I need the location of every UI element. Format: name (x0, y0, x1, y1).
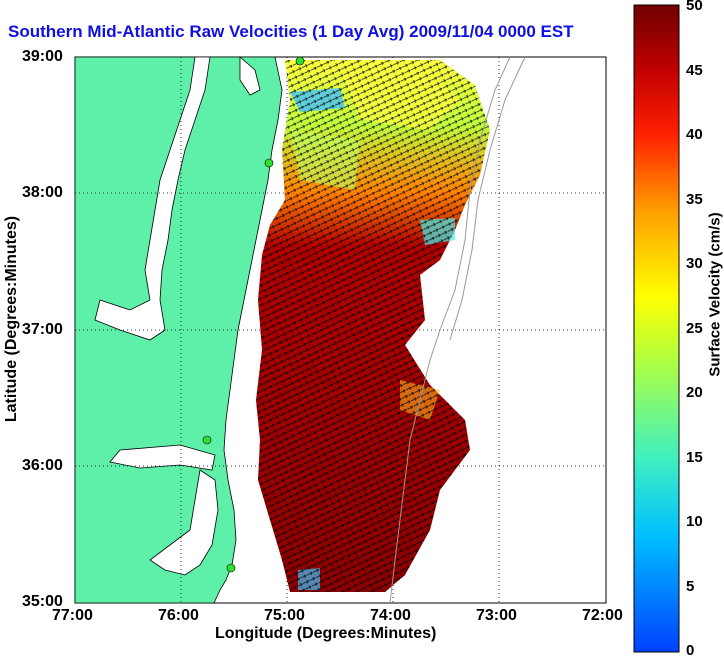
colorbar-tick: 10 (686, 513, 703, 530)
colorbar-tick: 30 (686, 255, 703, 272)
albemarle-sound (109, 444, 216, 471)
shelf-contour (389, 56, 511, 604)
colorbar (633, 4, 680, 653)
map-title: Southern Mid-Atlantic Raw Velocities (1 … (8, 22, 574, 41)
shelf-contour (449, 56, 526, 341)
station-marker (202, 435, 212, 445)
land-area (74, 56, 283, 604)
colorbar-tick: 50 (686, 0, 703, 14)
delaware-bay (239, 56, 261, 96)
colorbar-tick: 0 (686, 642, 695, 659)
station-marker (226, 563, 236, 573)
chesapeake-bay (94, 56, 211, 341)
y-tick: 38:00 (22, 184, 63, 201)
colorbar-tick: 25 (686, 320, 703, 337)
x-tick: 72:00 (582, 607, 623, 624)
station-markers (202, 56, 305, 573)
x-axis-label: Longitude (Degrees:Minutes) (215, 625, 437, 642)
colorbar-tick: 5 (686, 578, 695, 595)
station-marker (295, 56, 305, 66)
x-tick: 74:00 (370, 607, 411, 624)
velocity-field (256, 60, 490, 592)
y-tick: 39:00 (22, 48, 63, 65)
y-axis-label: Latitude (Degrees:Minutes) (3, 215, 20, 423)
x-tick: 76:00 (158, 607, 199, 624)
y-tick: 37:00 (22, 321, 63, 338)
colorbar-tick: 35 (686, 191, 703, 208)
colorbar-tick: 40 (686, 126, 703, 143)
x-tick: 73:00 (476, 607, 517, 624)
y-tick: 35:00 (22, 593, 63, 610)
pamlico-sound (149, 469, 219, 576)
x-tick: 77:00 (52, 607, 93, 624)
colorbar-label: Surface Velocity (cm/s) (706, 212, 724, 377)
x-tick: 75:00 (264, 607, 305, 624)
colorbar-tick: 20 (686, 384, 703, 401)
station-marker (264, 158, 274, 168)
colorbar-tick: 45 (686, 62, 703, 79)
colorbar-tick: 15 (686, 449, 703, 466)
y-tick: 36:00 (22, 457, 63, 474)
